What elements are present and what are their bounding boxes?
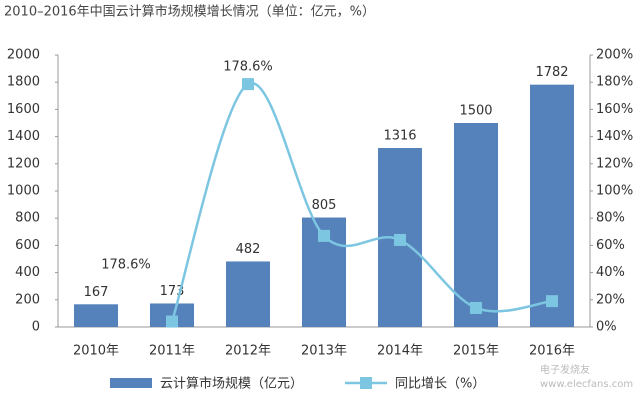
y-tick-label: 600 <box>15 238 40 253</box>
y-tick-label: 1400 <box>7 129 40 144</box>
bar-label: 1316 <box>383 129 416 144</box>
bar <box>226 261 270 327</box>
x-tick-label: 2013年 <box>301 344 347 359</box>
y-tick-label: 1800 <box>7 75 40 90</box>
y2-tick-label: 80% <box>596 211 625 226</box>
watermark: 电子发烧友 <box>540 363 590 376</box>
annotation: 178.6% <box>101 258 151 273</box>
line-marker <box>546 295 558 308</box>
line-marker <box>318 229 330 242</box>
y-tick-label: 2000 <box>7 48 40 63</box>
x-tick-label: 2015年 <box>453 344 499 359</box>
y2-tick-label: 20% <box>596 292 625 307</box>
y2-tick-label: 180% <box>596 75 633 90</box>
line-marker <box>166 315 178 328</box>
line-marker <box>470 301 482 314</box>
bar <box>530 84 574 327</box>
y-tick-label: 1200 <box>7 156 40 171</box>
legend-swatch <box>110 378 152 388</box>
bar <box>150 303 194 327</box>
x-tick-label: 2014年 <box>377 344 423 359</box>
legend-label: 同比增长（%） <box>395 377 485 392</box>
watermark: www.elecfans.com <box>540 379 633 390</box>
x-tick-label: 2012年 <box>225 344 271 359</box>
line-marker <box>242 78 254 91</box>
y2-tick-label: 40% <box>596 265 625 280</box>
legend-swatch <box>360 377 372 389</box>
bar <box>454 123 498 327</box>
y-tick-label: 0 <box>32 320 40 335</box>
bar-label: 482 <box>236 242 261 257</box>
line-marker <box>394 233 406 246</box>
y2-tick-label: 160% <box>596 102 633 117</box>
x-tick-label: 2011年 <box>149 344 195 359</box>
x-tick-label: 2010年 <box>73 344 119 359</box>
line-label: 178.6% <box>223 60 273 75</box>
bar-label: 167 <box>84 285 109 300</box>
bar-label: 1782 <box>535 65 568 80</box>
legend-label: 云计算市场规模（亿元） <box>160 376 303 392</box>
y2-tick-label: 100% <box>596 184 633 199</box>
y-tick-label: 1600 <box>7 102 40 117</box>
chart-title: 2010–2016年中国云计算市场规模增长情况（单位：亿元，%） <box>4 4 375 20</box>
y2-tick-label: 200% <box>596 48 633 63</box>
bar-label: 1500 <box>459 104 492 119</box>
y-tick-label: 800 <box>15 211 40 226</box>
bar-label: 805 <box>312 198 337 213</box>
y2-tick-label: 140% <box>596 129 633 144</box>
y2-tick-label: 60% <box>596 238 625 253</box>
y-tick-label: 1000 <box>7 184 40 199</box>
y2-tick-label: 0% <box>596 320 617 335</box>
y-tick-label: 400 <box>15 265 40 280</box>
bar <box>74 304 118 327</box>
y-tick-label: 200 <box>15 292 40 307</box>
x-tick-label: 2016年 <box>529 344 575 359</box>
y2-tick-label: 120% <box>596 156 633 171</box>
